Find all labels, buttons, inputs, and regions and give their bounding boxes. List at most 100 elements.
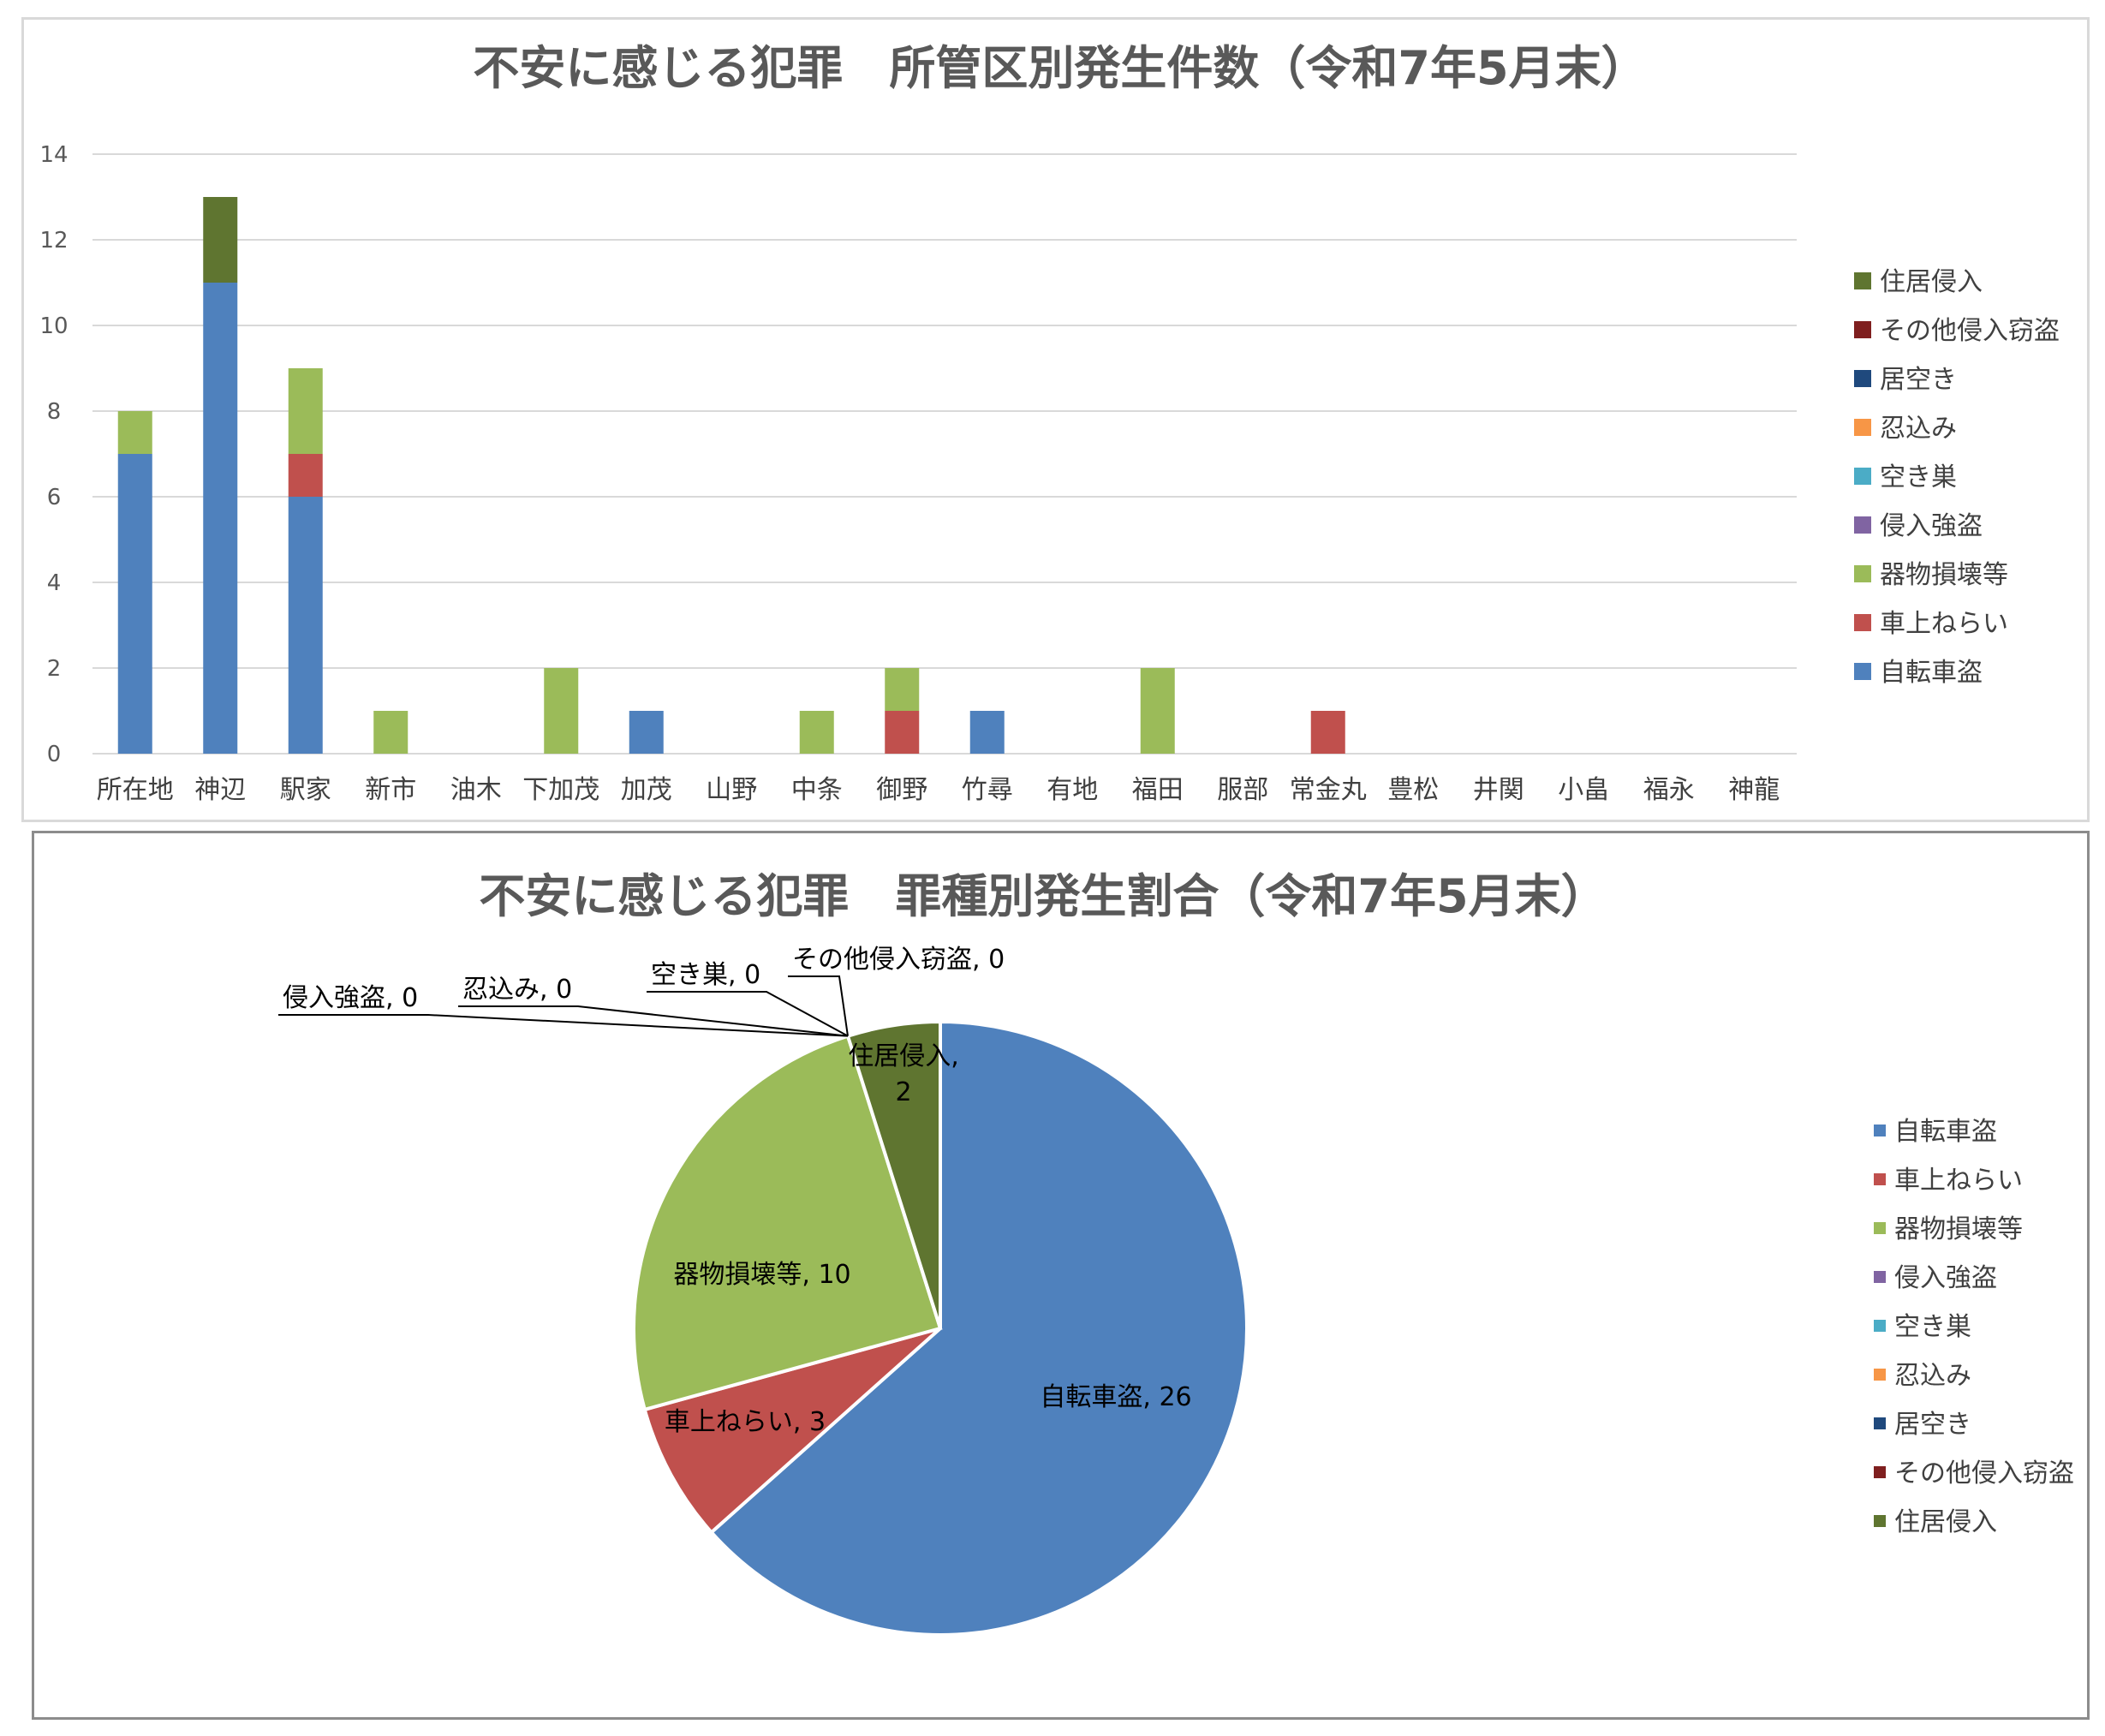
x-category-label: 中条 xyxy=(791,775,843,805)
x-category-label: 神龍 xyxy=(1728,775,1780,805)
leader-line xyxy=(458,1005,849,1037)
leader-line xyxy=(788,975,849,1036)
pie-chart: 不安に感じる犯罪 罪種別発生割合（令和7年5月末） 自転車盗, 26 車上ねらい,… xyxy=(278,869,2074,1637)
bar-segment xyxy=(203,197,238,283)
legend-swatch xyxy=(1874,1125,1886,1136)
y-tick-label: 12 xyxy=(39,228,68,254)
bar-segment xyxy=(373,711,408,754)
legend-label: 侵入強盗 xyxy=(1894,1263,1997,1293)
x-category-label: 下加茂 xyxy=(522,775,599,805)
legend-swatch xyxy=(1874,1417,1886,1429)
legend-label: 居空き xyxy=(1880,365,1957,395)
bar-chart-panel: 不安に感じる犯罪 所管区別発生件数（令和7年5月末） 0 2 4 6 8 10 12 14 所… xyxy=(21,17,2090,822)
slice-label: 2 xyxy=(895,1077,911,1107)
y-tick-label: 8 xyxy=(47,399,62,425)
leader-line xyxy=(278,1014,849,1037)
slice-label: 自転車盗, 26 xyxy=(1040,1382,1191,1412)
bar-segment xyxy=(969,711,1005,754)
legend-swatch xyxy=(1874,1271,1886,1283)
bar-segment xyxy=(885,711,920,754)
legend-label: 車上ねらい xyxy=(1894,1166,2023,1196)
legend-swatch xyxy=(1854,614,1871,631)
slice-label: 忍込み, 0 xyxy=(462,975,572,1005)
legend-label: その他侵入窃盗 xyxy=(1880,316,2060,346)
x-category-label: 福田 xyxy=(1132,775,1184,805)
y-tick-label: 2 xyxy=(47,656,62,682)
legend-swatch xyxy=(1874,1173,1886,1185)
pie-slice xyxy=(708,1019,1249,1637)
x-category-label: 神辺 xyxy=(194,775,246,805)
legend-swatch xyxy=(1854,663,1871,680)
bar-segment xyxy=(799,711,834,754)
pie-chart-title: 不安に感じる犯罪 罪種別発生割合（令和7年5月末） xyxy=(479,869,1607,923)
legend-swatch xyxy=(1874,1320,1886,1332)
legend-label: 器物損壊等 xyxy=(1880,560,2008,590)
bar-chart: 不安に感じる犯罪 所管区別発生件数（令和7年5月末） 0 2 4 6 8 10 12 14 所… xyxy=(39,41,2060,805)
legend-label: 空き巣 xyxy=(1880,462,1957,492)
slice-label: 車上ねらい, 3 xyxy=(665,1407,826,1437)
legend-label: 住居侵入 xyxy=(1880,267,1983,297)
legend-label: 車上ねらい xyxy=(1880,609,2008,639)
legend-label: 器物損壊等 xyxy=(1894,1214,2023,1244)
slice-label: その他侵入窃盗, 0 xyxy=(792,945,1005,975)
slice-label: 器物損壊等, 10 xyxy=(673,1260,850,1290)
legend-label: その他侵入窃盗 xyxy=(1894,1459,2074,1488)
legend-label: 忍込み xyxy=(1894,1361,1971,1391)
y-tick-label: 6 xyxy=(47,485,62,510)
legend-label: 空き巣 xyxy=(1894,1312,1971,1342)
x-category-label: 油木 xyxy=(450,775,502,805)
legend-label: 侵入強盗 xyxy=(1880,511,1983,541)
slice-label: 空き巣, 0 xyxy=(651,960,760,990)
y-tick-label: 14 xyxy=(39,142,68,168)
x-category-label: 御野 xyxy=(876,775,927,805)
x-category-label: 常金丸 xyxy=(1290,775,1367,805)
y-tick-label: 4 xyxy=(47,570,62,596)
x-category-label: 新市 xyxy=(365,775,416,805)
legend-swatch xyxy=(1874,1222,1886,1234)
bar-segment xyxy=(288,497,323,754)
legend-swatch xyxy=(1854,321,1871,338)
bar-chart-title: 不安に感じる犯罪 所管区別発生件数（令和7年5月末） xyxy=(473,41,1647,95)
x-category-label: 所在地 xyxy=(97,775,174,805)
bar-segment xyxy=(629,711,664,754)
slice-label: 住居侵入, xyxy=(848,1041,959,1071)
x-category-label: 小畠 xyxy=(1558,775,1609,805)
legend-label: 居空き xyxy=(1894,1410,1971,1440)
bar-segment xyxy=(203,283,238,754)
bar-segment xyxy=(117,454,152,754)
x-category-label: 福永 xyxy=(1643,775,1695,805)
x-category-label: 井関 xyxy=(1473,775,1524,805)
legend-swatch xyxy=(1874,1466,1886,1478)
bar-segment xyxy=(288,454,323,497)
legend-label: 自転車盗 xyxy=(1894,1117,1997,1147)
bar-segment xyxy=(1140,668,1175,754)
bar-segment xyxy=(117,411,152,454)
leader-line xyxy=(647,991,849,1037)
x-category-label: 竹尋 xyxy=(962,775,1013,805)
legend-swatch xyxy=(1854,468,1871,485)
legend-swatch xyxy=(1854,370,1871,387)
x-category-label: 駅家 xyxy=(280,775,331,805)
x-category-label: 山野 xyxy=(706,775,757,805)
legend-swatch xyxy=(1854,516,1871,534)
pie-slice xyxy=(642,1327,942,1536)
x-category-label: 有地 xyxy=(1047,775,1098,805)
slice-label: 侵入強盗, 0 xyxy=(283,983,418,1013)
bar-segment xyxy=(885,668,920,711)
legend-swatch xyxy=(1874,1369,1886,1381)
bar-segment xyxy=(288,368,323,454)
bar-segment xyxy=(1310,711,1345,754)
legend-swatch xyxy=(1854,272,1871,289)
bar-segment xyxy=(544,668,579,754)
legend-swatch xyxy=(1874,1515,1886,1527)
x-category-label: 豊松 xyxy=(1387,775,1439,805)
y-tick-label: 0 xyxy=(47,742,62,767)
x-category-label: 服部 xyxy=(1217,775,1268,805)
legend-swatch xyxy=(1854,565,1871,582)
pie-chart-panel: 不安に感じる犯罪 罪種別発生割合（令和7年5月末） 自転車盗, 26 車上ねらい,… xyxy=(32,831,2090,1720)
y-tick-label: 10 xyxy=(39,313,68,339)
legend-label: 住居侵入 xyxy=(1894,1507,1997,1537)
legend-label: 忍込み xyxy=(1880,414,1957,444)
x-category-label: 加茂 xyxy=(621,775,672,805)
pie-slice xyxy=(632,1034,943,1412)
